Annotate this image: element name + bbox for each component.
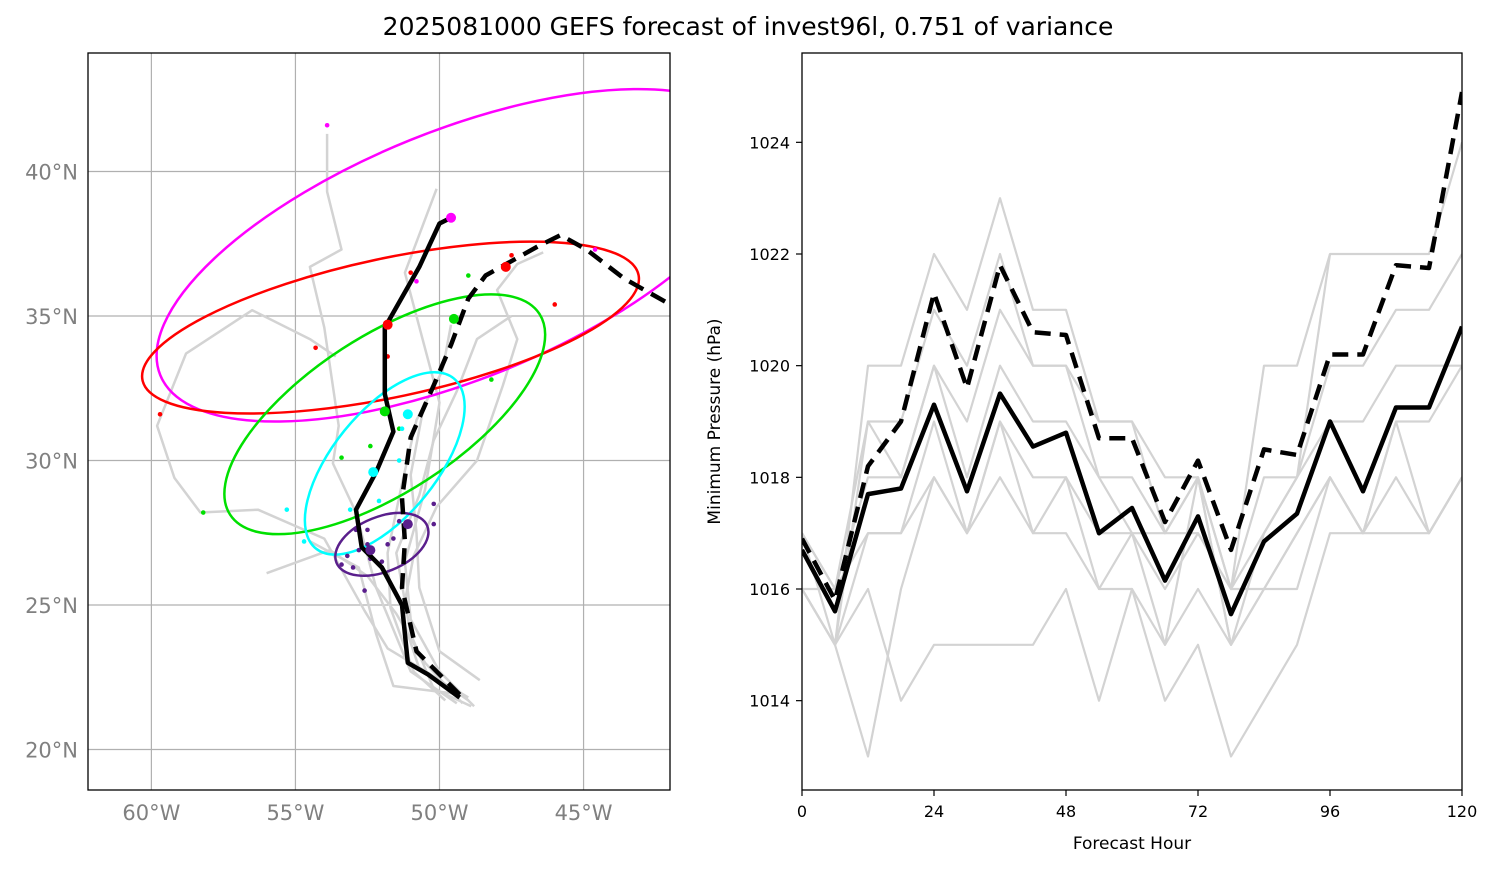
member-position-dot bbox=[362, 588, 367, 593]
member-position-dot bbox=[200, 510, 206, 515]
map-lon-tick-label: 55°W bbox=[266, 801, 324, 825]
alternate-track bbox=[399, 232, 670, 697]
member-position-dot bbox=[466, 273, 471, 278]
map-lat-tick-label: 25°N bbox=[25, 594, 78, 618]
member-position-dot bbox=[489, 377, 494, 382]
member-position-dot bbox=[345, 553, 350, 559]
map-lat-tick-label: 35°N bbox=[25, 305, 78, 329]
member-position-dot bbox=[339, 562, 344, 567]
mean-track-marker bbox=[382, 319, 393, 330]
member-position-dot bbox=[379, 559, 385, 564]
member-position-dot bbox=[313, 345, 318, 351]
member-track bbox=[400, 251, 544, 699]
alternate-track-marker bbox=[402, 519, 413, 530]
map-lat-tick-label: 40°N bbox=[25, 160, 78, 184]
member-position-dot bbox=[396, 458, 402, 463]
member-track bbox=[409, 414, 481, 682]
member-position-dot bbox=[157, 411, 163, 417]
member-position-dot bbox=[391, 536, 396, 541]
member-position-dot bbox=[284, 507, 290, 512]
map-lon-tick-label: 60°W bbox=[122, 801, 180, 825]
map-lat-tick-label: 30°N bbox=[25, 450, 78, 474]
member-position-dot bbox=[339, 455, 344, 460]
member-position-dot bbox=[368, 443, 373, 449]
mean-track-marker bbox=[368, 467, 379, 478]
figure-title: 2025081000 GEFS forecast of invest96l, 0… bbox=[382, 12, 1114, 41]
uncertainty-ellipse bbox=[303, 370, 466, 556]
uncertainty-ellipse bbox=[334, 511, 430, 577]
uncertainty-ellipse bbox=[223, 293, 547, 536]
map-lon-tick-label: 50°W bbox=[411, 801, 469, 825]
member-position-dot bbox=[356, 547, 362, 553]
mean-track-marker bbox=[379, 406, 390, 417]
alternate-track-marker bbox=[448, 313, 459, 324]
member-position-dot bbox=[399, 426, 405, 432]
alternate-track-marker bbox=[402, 409, 413, 420]
map-frame bbox=[87, 52, 671, 791]
member-position-dot bbox=[509, 253, 514, 258]
member-position-dot bbox=[347, 507, 353, 512]
map-lat-tick-label: 20°N bbox=[25, 739, 78, 763]
alternate-track-marker bbox=[500, 261, 511, 272]
member-track bbox=[155, 308, 470, 702]
member-position-dot bbox=[431, 501, 437, 507]
map-lon-tick-label: 45°W bbox=[555, 801, 613, 825]
uncertainty-ellipse bbox=[155, 87, 670, 423]
member-position-dot bbox=[431, 521, 437, 527]
mean-track-marker bbox=[365, 545, 376, 556]
member-position-dot bbox=[408, 270, 413, 275]
member-position-dot bbox=[385, 542, 390, 547]
uncertainty-ellipse bbox=[140, 240, 641, 415]
member-position-dot bbox=[592, 247, 598, 252]
member-position-dot bbox=[376, 498, 382, 504]
member-position-dot bbox=[396, 518, 402, 524]
member-track bbox=[266, 548, 464, 705]
mean-track bbox=[353, 215, 462, 700]
member-position-dot bbox=[365, 527, 370, 533]
member-position-dot bbox=[301, 539, 307, 544]
member-track bbox=[308, 133, 458, 705]
member-position-dot bbox=[324, 122, 330, 128]
mean-track-marker bbox=[446, 212, 457, 223]
member-track bbox=[309, 540, 463, 696]
member-track bbox=[395, 314, 513, 708]
member-position-dot bbox=[350, 565, 356, 570]
map-plot-area bbox=[140, 87, 670, 708]
member-position-dot bbox=[552, 302, 558, 307]
member-position-dot bbox=[414, 279, 419, 284]
